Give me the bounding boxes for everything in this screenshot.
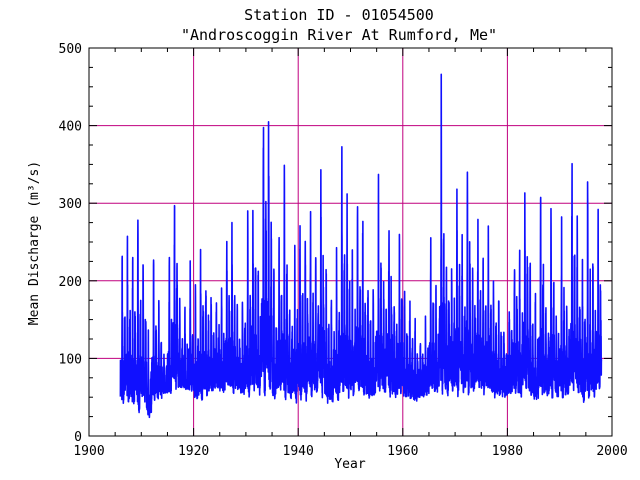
axes [88, 47, 613, 437]
x-tick-label-1920: 1920 [178, 444, 209, 459]
x-tick-label-2000: 2000 [596, 444, 627, 459]
y-tick-label-500: 500 [59, 42, 82, 57]
x-tick-label-1960: 1960 [387, 444, 418, 459]
y-tick-label-300: 300 [59, 197, 82, 212]
series-line [119, 73, 603, 419]
y-tick-label-100: 100 [59, 352, 82, 367]
y-tick-label-200: 200 [59, 275, 82, 290]
y-axis-label: Mean Discharge (m³/s) [27, 161, 42, 325]
x-axis-label: Year [334, 457, 365, 472]
tick-labels: 1900 1920 1940 1960 1980 2000 0 100 200 300 400 500 [59, 42, 628, 459]
y-tick-label-400: 400 [59, 120, 82, 135]
x-tick-label-1940: 1940 [283, 444, 314, 459]
x-tick-label-1980: 1980 [492, 444, 523, 459]
series-discharge [119, 73, 603, 419]
y-tick-label-0: 0 [74, 430, 82, 445]
x-tick-label-1900: 1900 [73, 444, 104, 459]
chart-title: Station ID - 01054500 [244, 6, 434, 24]
chart-subtitle: "Androscoggin River At Rumford, Me" [181, 26, 497, 44]
